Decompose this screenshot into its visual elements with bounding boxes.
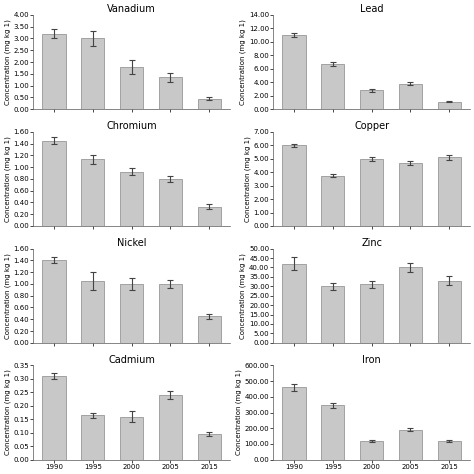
- Bar: [42, 260, 65, 343]
- Bar: [321, 286, 345, 343]
- Title: Chromium: Chromium: [106, 121, 157, 131]
- Title: Nickel: Nickel: [117, 238, 146, 248]
- Y-axis label: Concentration (mg kg 1): Concentration (mg kg 1): [244, 136, 251, 222]
- Bar: [399, 83, 422, 109]
- Bar: [283, 264, 306, 343]
- Bar: [399, 164, 422, 226]
- Bar: [438, 281, 461, 343]
- Bar: [120, 417, 143, 460]
- Title: Vanadium: Vanadium: [107, 4, 156, 14]
- Y-axis label: Concentration (mg kg 1): Concentration (mg kg 1): [4, 370, 11, 456]
- Bar: [42, 376, 65, 460]
- Bar: [198, 434, 221, 460]
- Title: Iron: Iron: [362, 355, 381, 365]
- Bar: [198, 316, 221, 343]
- Y-axis label: Concentration (mg kg 1): Concentration (mg kg 1): [4, 253, 11, 338]
- Y-axis label: Concentration (mg kg 1): Concentration (mg kg 1): [4, 19, 11, 105]
- Bar: [360, 284, 383, 343]
- Y-axis label: Concentration (mg kg 1): Concentration (mg kg 1): [240, 19, 246, 105]
- Bar: [438, 102, 461, 109]
- Bar: [81, 38, 104, 109]
- Title: Zinc: Zinc: [361, 238, 382, 248]
- Y-axis label: Concentration (mg kg 1): Concentration (mg kg 1): [4, 136, 11, 222]
- Bar: [120, 284, 143, 343]
- Bar: [283, 35, 306, 109]
- Bar: [360, 159, 383, 226]
- Bar: [42, 141, 65, 226]
- Bar: [198, 99, 221, 109]
- Bar: [42, 34, 65, 109]
- Bar: [81, 281, 104, 343]
- Bar: [159, 77, 182, 109]
- Y-axis label: Concentration (mg kg 1): Concentration (mg kg 1): [235, 370, 242, 456]
- Bar: [321, 64, 345, 109]
- Bar: [120, 67, 143, 109]
- Bar: [159, 395, 182, 460]
- Bar: [283, 145, 306, 226]
- Bar: [159, 179, 182, 226]
- Bar: [81, 415, 104, 460]
- Bar: [321, 175, 345, 226]
- Bar: [360, 91, 383, 109]
- Title: Cadmium: Cadmium: [108, 355, 155, 365]
- Bar: [438, 157, 461, 226]
- Bar: [159, 284, 182, 343]
- Bar: [360, 441, 383, 460]
- Bar: [81, 159, 104, 226]
- Bar: [283, 387, 306, 460]
- Bar: [198, 207, 221, 226]
- Title: Lead: Lead: [360, 4, 383, 14]
- Title: Copper: Copper: [354, 121, 389, 131]
- Bar: [399, 430, 422, 460]
- Bar: [399, 267, 422, 343]
- Bar: [321, 405, 345, 460]
- Bar: [438, 441, 461, 460]
- Bar: [120, 172, 143, 226]
- Y-axis label: Concentration (mg kg 1): Concentration (mg kg 1): [240, 253, 246, 338]
